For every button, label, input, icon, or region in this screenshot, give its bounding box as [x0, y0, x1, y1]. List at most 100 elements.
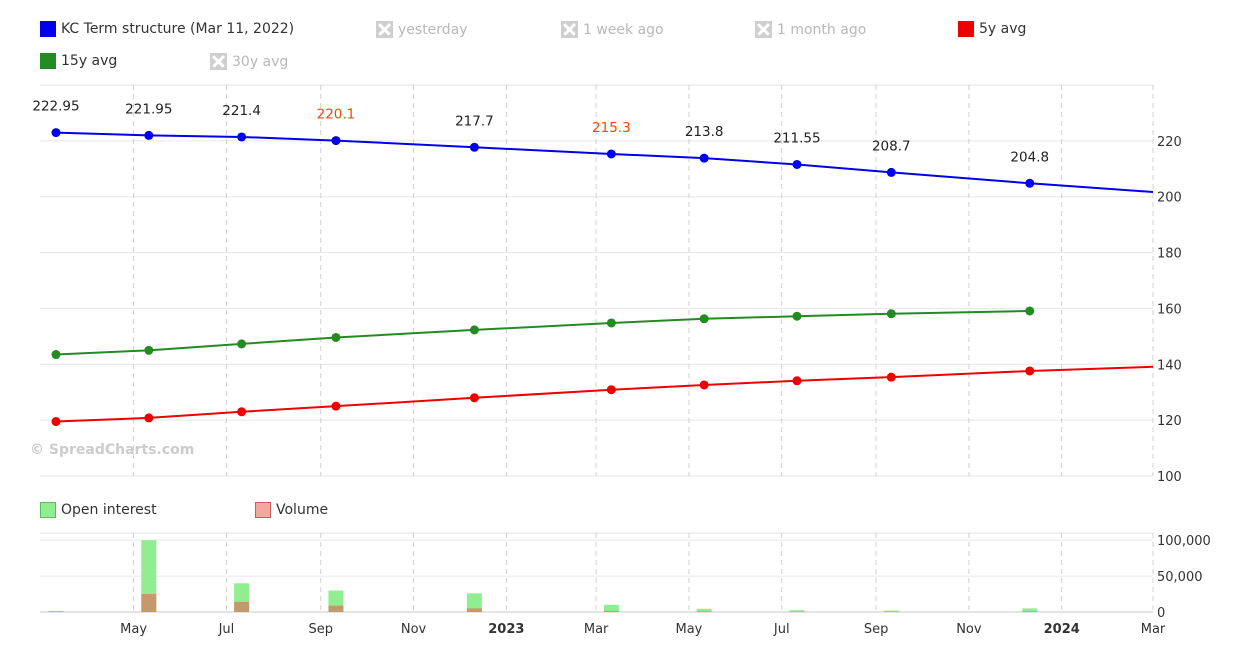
data-label: 221.95 [125, 101, 172, 117]
data-point [237, 132, 247, 142]
x-tick-label: Nov [956, 622, 982, 637]
data-point [469, 142, 479, 152]
y-tick-label: 180 [1157, 247, 1182, 262]
data-point [792, 159, 802, 169]
legend-disabled-icon [755, 21, 772, 38]
data-point [699, 314, 709, 324]
legend-label: 15y avg [61, 53, 118, 69]
x-tick-label: May [675, 622, 702, 637]
open-interest-bar [466, 593, 482, 612]
open-interest-bar [1022, 608, 1038, 612]
data-point [792, 311, 802, 321]
data-point [1025, 178, 1035, 188]
volume-bar [1022, 611, 1038, 612]
data-point [1025, 306, 1035, 316]
data-label: 215.3 [592, 120, 631, 136]
data-label: 221.4 [222, 103, 261, 119]
x-tick-label: 2023 [488, 622, 524, 637]
data-point [144, 413, 154, 423]
legend-label: 1 week ago [583, 21, 664, 38]
data-label: 213.8 [685, 124, 724, 140]
legend-item-open-interest[interactable]: Open interest [40, 502, 157, 518]
legend-label: Volume [276, 502, 329, 518]
data-label: 204.8 [1010, 149, 1049, 165]
watermark-text: © SpreadCharts.com [30, 442, 195, 458]
legend-swatch [958, 21, 974, 37]
volume-legend: Open interest Volume [0, 495, 1234, 525]
open-interest-bar [696, 608, 712, 612]
data-point [51, 417, 61, 427]
data-label: 220.1 [317, 107, 356, 123]
y-tick-label: 100 [1157, 470, 1182, 485]
data-point [606, 149, 616, 159]
data-point [51, 350, 61, 360]
legend-item-30y-avg[interactable]: 30y avg [210, 53, 288, 70]
data-point [606, 318, 616, 328]
series-line [55, 131, 1154, 193]
legend-swatch [40, 21, 56, 37]
axis-labels: 100 120 140 160 180 200 220 0 50,000 100,000 May Ju… [120, 135, 1211, 637]
series-points [51, 128, 1035, 427]
volume-bar [696, 611, 712, 612]
data-point [699, 380, 709, 390]
legend-item-yesterday[interactable]: yesterday [376, 21, 468, 38]
legend-item-15y-avg[interactable]: 15y avg [40, 53, 117, 69]
data-point [51, 128, 61, 138]
legend-swatch [40, 53, 56, 69]
legend-item-volume[interactable]: Volume [255, 502, 328, 518]
open-interest-bar [883, 610, 899, 612]
data-point [886, 309, 896, 319]
main-legend: KC Term structure (Mar 11, 2022) yesterd… [0, 0, 1234, 80]
legend-disabled-icon [376, 21, 393, 38]
legend-label: 5y avg [979, 21, 1027, 37]
data-point [237, 339, 247, 349]
data-label: 217.7 [455, 113, 494, 129]
data-point [144, 130, 154, 140]
x-tick-label: 2024 [1044, 622, 1080, 637]
legend-disabled-icon [561, 21, 578, 38]
volume-bar [603, 610, 619, 612]
open-interest-bar [789, 610, 805, 612]
legend-item-5y-avg[interactable]: 5y avg [958, 21, 1026, 37]
legend-label: 30y avg [232, 53, 289, 70]
y-tick-label: 200 [1157, 191, 1182, 206]
legend-swatch [255, 502, 271, 518]
y-tick-label: 0 [1157, 606, 1165, 621]
volume-bar [466, 608, 482, 612]
volume-bar [234, 601, 250, 612]
y-tick-label: 220 [1157, 135, 1182, 150]
legend-label: yesterday [398, 21, 468, 38]
data-point [606, 385, 616, 395]
series-line [55, 365, 1154, 423]
data-point [331, 332, 341, 342]
data-label: 222.95 [32, 99, 79, 115]
volume-bar [328, 605, 344, 612]
data-label: 211.55 [773, 130, 820, 146]
open-interest-bar [603, 604, 619, 612]
data-point [469, 325, 479, 335]
data-point [792, 376, 802, 386]
y-tick-label: 100,000 [1157, 534, 1211, 549]
legend-item-1-month-ago[interactable]: 1 month ago [755, 21, 866, 38]
data-point [144, 345, 154, 355]
y-tick-label: 50,000 [1157, 570, 1203, 585]
open-interest-bar [48, 610, 64, 612]
legend-label: KC Term structure (Mar 11, 2022) [61, 21, 295, 37]
y-tick-label: 120 [1157, 414, 1182, 429]
data-point [1025, 366, 1035, 376]
legend-item-1-week-ago[interactable]: 1 week ago [561, 21, 664, 38]
legend-item-kc-term-structure[interactable]: KC Term structure (Mar 11, 2022) [40, 21, 294, 37]
data-point [237, 407, 247, 417]
grid-layer [40, 84, 1154, 613]
legend-label: 1 month ago [777, 21, 867, 38]
x-tick-label: Jul [218, 622, 235, 637]
y-tick-label: 140 [1157, 358, 1182, 373]
x-tick-label: Jul [773, 622, 790, 637]
series-line [55, 309, 1030, 356]
data-point [331, 136, 341, 146]
data-point [886, 372, 896, 382]
series-lines [55, 131, 1154, 423]
data-point [886, 167, 896, 177]
x-tick-label: Nov [401, 622, 427, 637]
